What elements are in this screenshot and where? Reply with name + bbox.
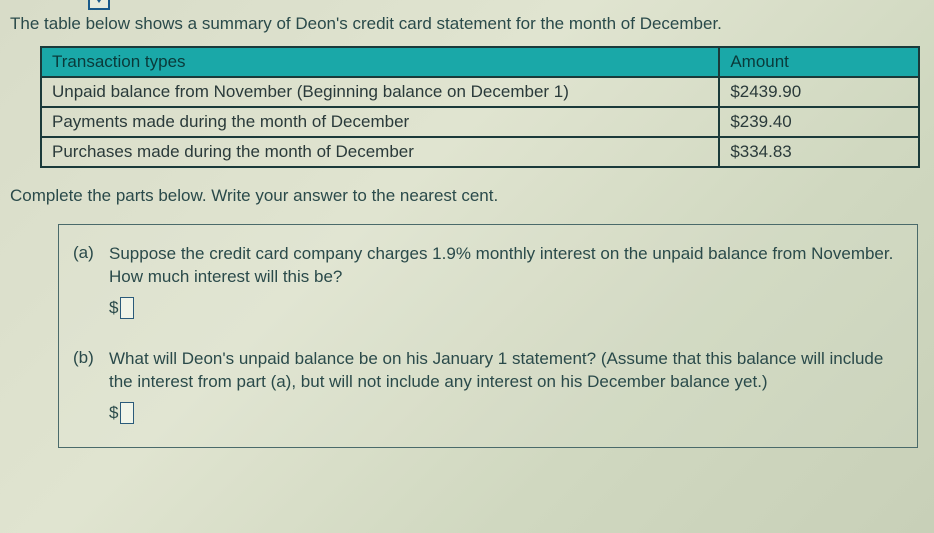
part-a-text: Suppose the credit card company charges …	[109, 243, 903, 289]
parts-container: (a) Suppose the credit card company char…	[58, 224, 918, 448]
cell-amount: $239.40	[719, 107, 919, 137]
cell-type: Unpaid balance from November (Beginning …	[41, 77, 719, 107]
part-b-answer-input[interactable]	[120, 402, 134, 424]
part-a: (a) Suppose the credit card company char…	[73, 243, 903, 320]
part-b-text: What will Deon's unpaid balance be on hi…	[109, 348, 903, 394]
table-row: Unpaid balance from November (Beginning …	[41, 77, 919, 107]
statement-table: Transaction types Amount Unpaid balance …	[40, 46, 920, 168]
part-a-body: Suppose the credit card company charges …	[109, 243, 903, 320]
intro-text: The table below shows a summary of Deon'…	[10, 0, 924, 46]
table-row: Purchases made during the month of Decem…	[41, 137, 919, 167]
cell-amount: $2439.90	[719, 77, 919, 107]
currency-symbol: $	[109, 402, 118, 425]
part-a-answer-row: $	[109, 297, 903, 320]
header-transaction-types: Transaction types	[41, 47, 719, 77]
cell-type: Payments made during the month of Decemb…	[41, 107, 719, 137]
instruction-text: Complete the parts below. Write your ans…	[10, 168, 924, 224]
part-b-body: What will Deon's unpaid balance be on hi…	[109, 348, 903, 425]
problem-page: The table below shows a summary of Deon'…	[0, 0, 934, 458]
dropdown-arrow-icon[interactable]	[88, 0, 110, 10]
header-amount: Amount	[719, 47, 919, 77]
currency-symbol: $	[109, 297, 118, 320]
part-a-answer-input[interactable]	[120, 297, 134, 319]
part-b: (b) What will Deon's unpaid balance be o…	[73, 348, 903, 425]
table-row: Payments made during the month of Decemb…	[41, 107, 919, 137]
table-header-row: Transaction types Amount	[41, 47, 919, 77]
cell-amount: $334.83	[719, 137, 919, 167]
part-b-label: (b)	[73, 348, 109, 425]
part-a-label: (a)	[73, 243, 109, 320]
cell-type: Purchases made during the month of Decem…	[41, 137, 719, 167]
part-b-answer-row: $	[109, 402, 903, 425]
